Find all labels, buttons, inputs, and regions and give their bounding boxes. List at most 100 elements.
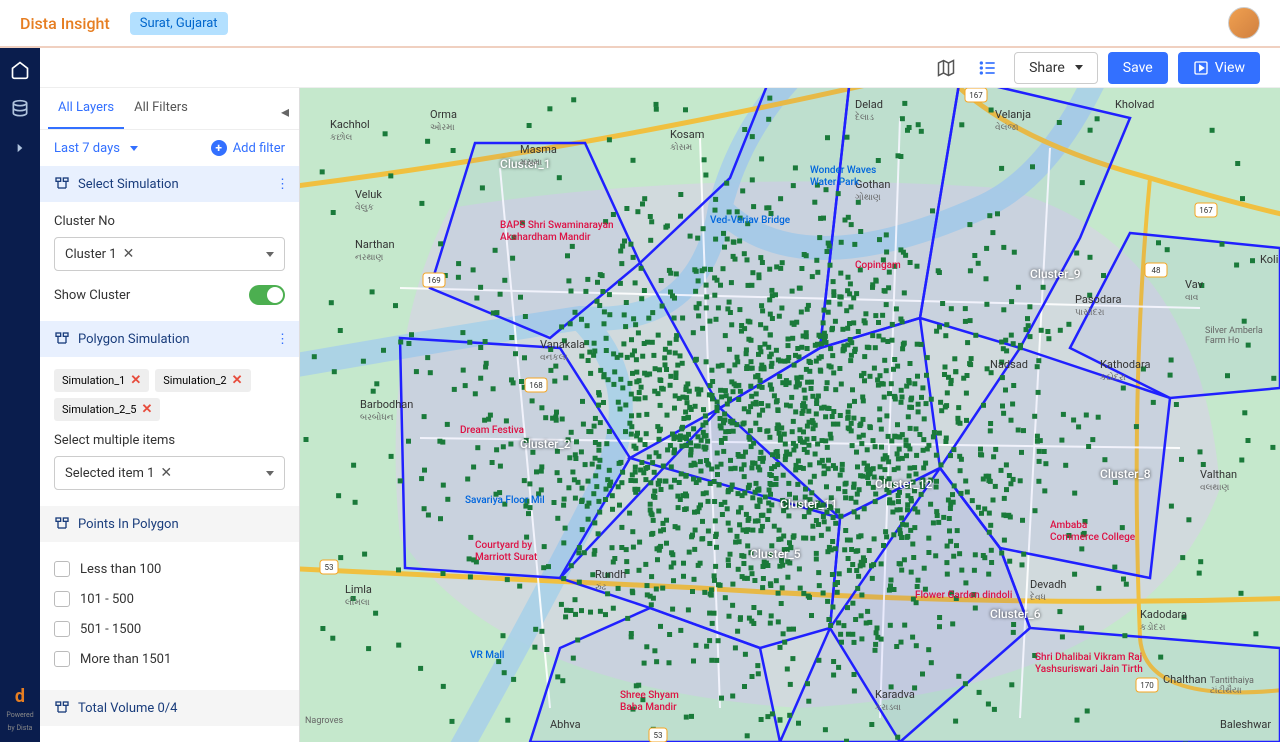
svg-text:વનકલા: વનકલા <box>540 353 568 363</box>
logo: Dista Insight <box>20 14 110 33</box>
svg-text:Yashsuriswari Jain Tirth: Yashsuriswari Jain Tirth <box>1035 664 1143 675</box>
close-icon[interactable]: ✕ <box>232 373 243 388</box>
close-icon[interactable]: ✕ <box>160 465 172 481</box>
pip-body: Less than 100 101 - 500 501 - 1500 More … <box>40 542 299 690</box>
svg-text:Gothan: Gothan <box>855 178 890 191</box>
date-filter[interactable]: Last 7 days <box>54 141 138 156</box>
svg-text:મસમા: મસમા <box>520 158 542 168</box>
svg-text:વલથાણ: વલથાણ <box>1200 483 1230 493</box>
pip-option: More than 1501 <box>54 644 285 674</box>
powered-text: Powered <box>6 711 33 719</box>
svg-text:Chalthan: Chalthan <box>1163 673 1207 686</box>
svg-text:રુંઢ: રુંઢ <box>595 582 607 593</box>
checkbox[interactable] <box>54 651 70 667</box>
svg-text:Pasodara: Pasodara <box>1075 293 1122 306</box>
svg-text:બરબોધન: બરબોધન <box>360 411 394 423</box>
cluster-chip: Cluster 1 ✕ <box>65 246 134 262</box>
svg-text:ટાંટીથૈયા: ટાંટીથૈયા <box>1210 684 1242 696</box>
layer-icon <box>54 176 70 192</box>
show-cluster-row: Show Cluster <box>54 285 285 305</box>
svg-text:Veluk: Veluk <box>355 188 382 201</box>
chevron-down-icon <box>266 471 274 476</box>
checkbox[interactable] <box>54 591 70 607</box>
list-icon[interactable] <box>972 52 1004 84</box>
database-icon[interactable] <box>8 97 32 121</box>
svg-text:ઓરમા: ઓરમા <box>430 121 455 133</box>
svg-text:Barbodhan: Barbodhan <box>360 398 413 411</box>
location-badge[interactable]: Surat, Gujarat <box>130 12 228 35</box>
close-icon[interactable]: ✕ <box>142 402 153 417</box>
avatar-icon[interactable] <box>1228 7 1260 39</box>
left-nav: d Powered by Dista <box>0 48 40 742</box>
close-icon[interactable]: ✕ <box>130 373 141 388</box>
svg-text:Cluster_9: Cluster_9 <box>1030 267 1081 281</box>
svg-text:Baleshwar: Baleshwar <box>1220 718 1271 731</box>
svg-text:કોસમ: કોસમ <box>670 141 692 153</box>
svg-text:કરાડવા: કરાડવા <box>875 703 901 713</box>
svg-text:168: 168 <box>529 381 543 390</box>
layer-icon <box>54 516 70 532</box>
home-icon[interactable] <box>8 58 32 82</box>
section-points-in-polygon: Points In Polygon <box>40 506 299 542</box>
svg-text:Valthan: Valthan <box>1200 468 1237 481</box>
svg-text:Water Park: Water Park <box>810 177 860 188</box>
show-cluster-toggle[interactable] <box>249 285 285 305</box>
svg-text:Kathodara: Kathodara <box>1100 358 1151 371</box>
toolbar: Share Save View <box>40 48 1280 88</box>
filter-bar: Last 7 days + Add filter <box>40 130 299 166</box>
cluster-select[interactable]: Cluster 1 ✕ <box>54 237 285 271</box>
svg-text:Ved-Variav Bridge: Ved-Variav Bridge <box>710 215 791 226</box>
view-button[interactable]: View <box>1178 52 1260 84</box>
map-canvas[interactable]: Cluster_1Cluster_2Cluster_5Cluster_6Clus… <box>300 88 1280 742</box>
svg-text:BAPS Shri Swaminarayan: BAPS Shri Swaminarayan <box>500 220 614 231</box>
svg-text:Masma: Masma <box>520 143 557 156</box>
chevron-down-icon <box>1075 65 1083 70</box>
svg-text:Narthan: Narthan <box>355 238 395 251</box>
svg-text:Cluster_11: Cluster_11 <box>780 497 837 511</box>
svg-text:Flower Garden dindoli: Flower Garden dindoli <box>915 590 1012 601</box>
leftbar-footer: d Powered by Dista <box>6 686 33 732</box>
chevron-down-icon <box>130 146 138 151</box>
svg-text:Vanakala: Vanakala <box>540 338 585 351</box>
kebab-icon[interactable]: ⋮ <box>276 177 289 192</box>
section-total-volume: Total Volume 0/4 <box>40 690 299 726</box>
expand-icon[interactable] <box>8 136 32 160</box>
svg-text:Cluster_6: Cluster_6 <box>990 607 1041 621</box>
sim-tag: Simulation_2_5✕ <box>54 398 160 421</box>
svg-text:Shri Dhalibai Vikram Raj: Shri Dhalibai Vikram Raj <box>1035 652 1142 663</box>
svg-text:કછોલ: કછોલ <box>330 131 353 143</box>
multi-select[interactable]: Selected item 1 ✕ <box>54 456 285 490</box>
map-icon[interactable] <box>930 52 962 84</box>
share-button[interactable]: Share <box>1014 52 1098 84</box>
play-icon <box>1193 60 1209 76</box>
add-filter-button[interactable]: + Add filter <box>211 140 285 156</box>
checkbox[interactable] <box>54 561 70 577</box>
pip-option: 101 - 500 <box>54 584 285 614</box>
svg-text:Copingam: Copingam <box>855 260 901 271</box>
sim-tags: Simulation_1✕ Simulation_2✕ Simulation_2… <box>54 369 285 421</box>
section-select-simulation: Select Simulation ⋮ <box>40 166 299 202</box>
svg-text:વેલુક: વેલુક <box>355 201 374 213</box>
show-cluster-label: Show Cluster <box>54 288 130 303</box>
svg-text:Savariya Floor Mil: Savariya Floor Mil <box>465 495 545 506</box>
close-icon[interactable]: ✕ <box>123 246 135 262</box>
tab-filters[interactable]: All Filters <box>124 88 198 129</box>
by-text: by Dista <box>8 724 33 732</box>
checkbox[interactable] <box>54 621 70 637</box>
filter-sidebar: All Layers All Filters ◂ Last 7 days + A… <box>40 88 300 742</box>
svg-text:Velanja: Velanja <box>995 108 1031 121</box>
svg-text:Tantithaiya: Tantithaiya <box>1210 676 1254 686</box>
save-button[interactable]: Save <box>1108 52 1168 84</box>
kebab-icon[interactable]: ⋮ <box>276 332 289 347</box>
svg-text:ગોથાણ: ગોથાણ <box>855 191 881 203</box>
svg-text:Delad: Delad <box>855 98 883 111</box>
collapse-icon[interactable]: ◂ <box>281 102 289 121</box>
svg-text:Nagroves: Nagroves <box>305 716 343 726</box>
svg-text:Dream Festiva: Dream Festiva <box>460 425 524 436</box>
svg-text:દેવધ: દેવધ <box>1030 591 1047 603</box>
poly-sim-body: Simulation_1✕ Simulation_2✕ Simulation_2… <box>40 357 299 506</box>
svg-text:Kholvad: Kholvad <box>1115 98 1154 111</box>
svg-text:Silver Amberla: Silver Amberla <box>1205 326 1263 336</box>
tab-layers[interactable]: All Layers <box>48 88 124 129</box>
svg-text:વાવ: વાવ <box>1185 293 1199 303</box>
